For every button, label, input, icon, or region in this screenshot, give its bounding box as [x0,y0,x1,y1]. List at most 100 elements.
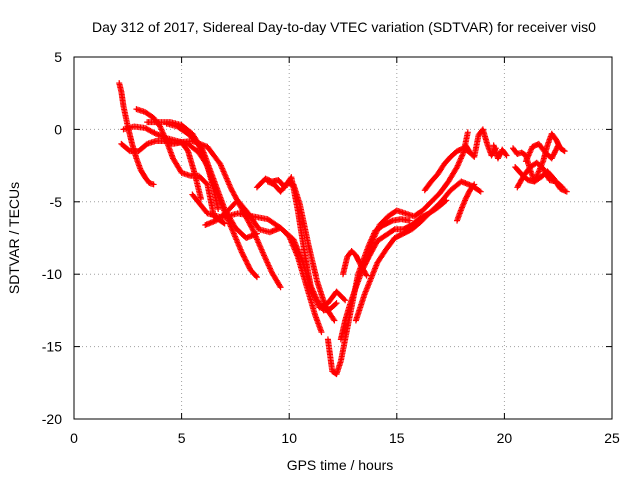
data-point [559,184,566,191]
marker-trail [334,359,344,376]
y-tick-label: -20 [42,411,62,427]
marker-trail [515,174,527,190]
y-tick-label: -15 [42,339,62,355]
data-point [215,206,222,213]
marker-trail [384,227,397,238]
marker-trail [370,223,382,241]
marker-trail [375,232,388,244]
marker-trail [338,318,348,341]
series-3-track [120,123,222,213]
series-24-track [522,140,562,165]
series-7-track [174,137,284,291]
marker-trail [534,160,546,171]
marker-trail [250,227,266,256]
series-15-track [352,178,484,324]
marker-trail [190,138,210,150]
marker-trail [338,337,348,363]
marker-trail [286,235,301,259]
series-18-track [454,181,478,224]
marker-trail [147,180,156,187]
marker-trail [196,143,210,169]
x-tick-label: 20 [497,430,513,446]
data-point [363,272,370,279]
marker-trail [261,252,275,275]
marker-trail [214,209,229,223]
marker-trail [204,165,221,198]
marker-trail [392,231,406,241]
x-tick-label: 15 [389,430,405,446]
data-point [331,317,338,324]
marker-trail [435,162,447,177]
chart-title: Day 312 of 2017, Sidereal Day-to-day VTE… [92,19,596,35]
x-tick-label: 5 [178,430,186,446]
x-tick-label: 0 [70,430,78,446]
marker-trail [301,249,314,288]
marker-trail [143,109,156,120]
marker-trail [364,237,376,262]
marker-trail [377,214,391,227]
series-20-track [490,142,510,162]
data-points [116,80,570,378]
marker-trail [353,268,365,289]
marker-trail [226,220,245,255]
marker-trail [295,209,308,253]
marker-trail [480,127,490,146]
marker-trail [437,188,453,206]
plot-frame [73,56,613,420]
marker-trail [175,124,190,136]
series-6-track [163,120,260,281]
marker-trail [429,172,440,184]
marker-trail [305,243,320,283]
marker-trail [314,298,326,313]
data-point [406,217,413,224]
marker-trail [328,301,339,311]
marker-trail [467,182,477,193]
axis-ticks [73,56,613,420]
marker-trail [248,267,259,280]
series-16-track [363,129,471,263]
data-point [563,188,570,195]
marker-trail [545,169,556,181]
marker-trail [170,156,184,175]
series-23-track [514,159,566,191]
marker-trail [401,226,414,237]
data-point [464,129,471,136]
marker-trail [291,237,305,262]
marker-trail [164,139,176,160]
marker-trail [205,145,223,166]
marker-trail [342,316,353,341]
marker-trail [325,337,336,373]
marker-trail [136,141,150,154]
marker-trail [142,175,152,185]
data-point [277,284,284,291]
marker-trail [429,191,442,204]
data-point [503,152,510,159]
marker-trail [375,247,389,265]
data-point [150,181,157,188]
data-point [477,188,484,195]
marker-trail [186,141,201,155]
marker-trail [427,201,442,216]
marker-trail [217,162,234,191]
marker-trail [554,179,565,190]
marker-trail [519,150,528,158]
marker-trail [532,175,543,184]
data-point [471,181,478,188]
grid-lines [74,57,612,419]
marker-trail [357,262,369,278]
marker-trail [308,284,320,302]
marker-trail [303,284,318,317]
marker-trail [468,150,477,159]
marker-trail [334,289,348,303]
marker-trail [185,149,198,175]
y-tick-label: 5 [54,49,62,65]
series-9-track [202,197,325,336]
marker-trail [513,165,524,177]
marker-trail [420,199,434,213]
marker-trail [196,173,210,187]
data-point [333,300,340,307]
marker-trail [368,261,380,281]
marker-trail [323,305,337,323]
marker-trail [353,305,363,323]
